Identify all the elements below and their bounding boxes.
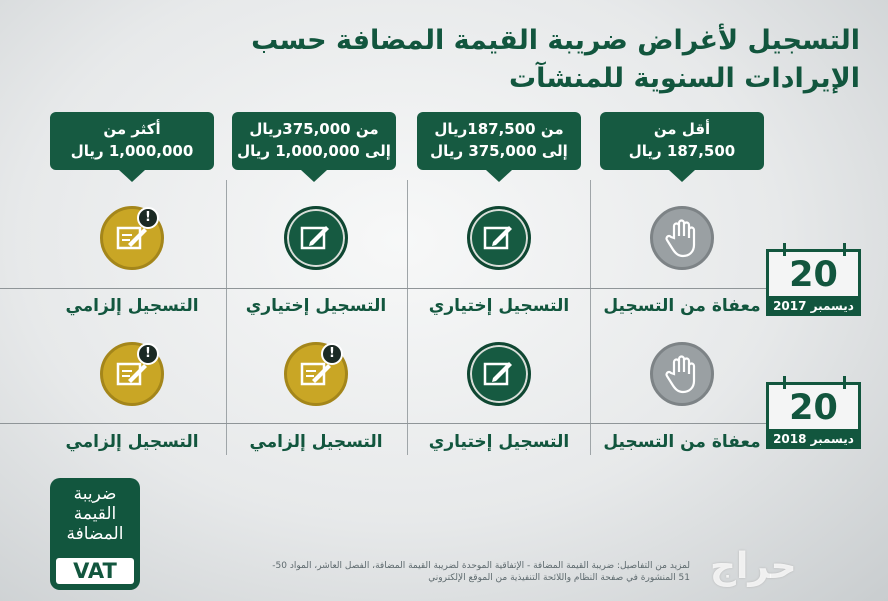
- tier-over-1m: أكثر من 1,000,000 ريال: [50, 112, 214, 182]
- stop-hand-icon: [650, 206, 714, 270]
- vat-logo: ضريبة القيمة المضافة VAT: [50, 478, 140, 590]
- tier-line1: أكثر من: [103, 120, 161, 138]
- pencil-check-icon: [467, 342, 531, 406]
- calendar-icon-2017: 20 ديسمبر 2017: [766, 243, 861, 316]
- alert-badge-icon: !: [321, 343, 343, 365]
- tier-line1: من 375,000ريال: [249, 120, 379, 138]
- status-label: معفاة من التسجيل: [603, 296, 761, 316]
- alert-badge-icon: !: [137, 207, 159, 229]
- status-label: التسجيل إختياري: [428, 432, 570, 452]
- clipboard-alert-icon: !: [284, 342, 348, 406]
- timeline-line-2017: [0, 288, 770, 289]
- calendar-day: 20: [789, 255, 838, 295]
- tier-375k-1m: من 375,000ريال إلى 1,000,000 ريال: [232, 112, 396, 182]
- tier-187k-375k: من 187,500ريال إلى 375,000 ريال: [417, 112, 581, 182]
- tier-line2: 1,000,000 ريال: [70, 142, 194, 160]
- pencil-check-icon: [284, 206, 348, 270]
- calendar-month-year: ديسمبر 2017: [766, 296, 861, 316]
- tier-line2: 187,500 ريال: [628, 142, 736, 160]
- column-divider: [226, 180, 227, 455]
- timeline-line-2018: [0, 423, 770, 424]
- stop-hand-icon: [650, 342, 714, 406]
- source-note: لمزيد من التفاصيل: ضريبة القيمة المضافة …: [272, 561, 690, 583]
- tier-line2: إلى 1,000,000 ريال: [237, 142, 391, 160]
- pencil-check-icon: [467, 206, 531, 270]
- logo-vat-text: VAT: [56, 558, 134, 584]
- column-divider: [407, 180, 408, 455]
- column-divider: [590, 180, 591, 455]
- logo-line: القيمة: [73, 504, 117, 524]
- alert-badge-icon: !: [137, 343, 159, 365]
- clipboard-alert-icon: !: [100, 342, 164, 406]
- tier-line2: إلى 375,000 ريال: [430, 142, 568, 160]
- status-label: التسجيل إختياري: [428, 296, 570, 316]
- status-label: التسجيل إختياري: [245, 296, 387, 316]
- status-label: معفاة من التسجيل: [603, 432, 761, 452]
- status-label: التسجيل إلزامي: [65, 432, 199, 452]
- calendar-icon-2018: 20 ديسمبر 2018: [766, 376, 861, 449]
- page-title: التسجيل لأغراض ضريبة القيمة المضافة حسب …: [251, 25, 860, 94]
- tier-under-187k: أقل من 187,500 ريال: [600, 112, 764, 182]
- tier-line1: من 187,500ريال: [434, 120, 564, 138]
- calendar-month-year: ديسمبر 2018: [766, 429, 861, 449]
- clipboard-alert-icon: !: [100, 206, 164, 270]
- calendar-day: 20: [789, 388, 838, 428]
- logo-line: ضريبة: [73, 484, 117, 504]
- status-label: التسجيل إلزامي: [249, 432, 383, 452]
- logo-line: المضافة: [66, 524, 124, 544]
- tier-line1: أقل من: [653, 120, 711, 138]
- watermark: حراج: [710, 546, 797, 587]
- status-label: التسجيل إلزامي: [65, 296, 199, 316]
